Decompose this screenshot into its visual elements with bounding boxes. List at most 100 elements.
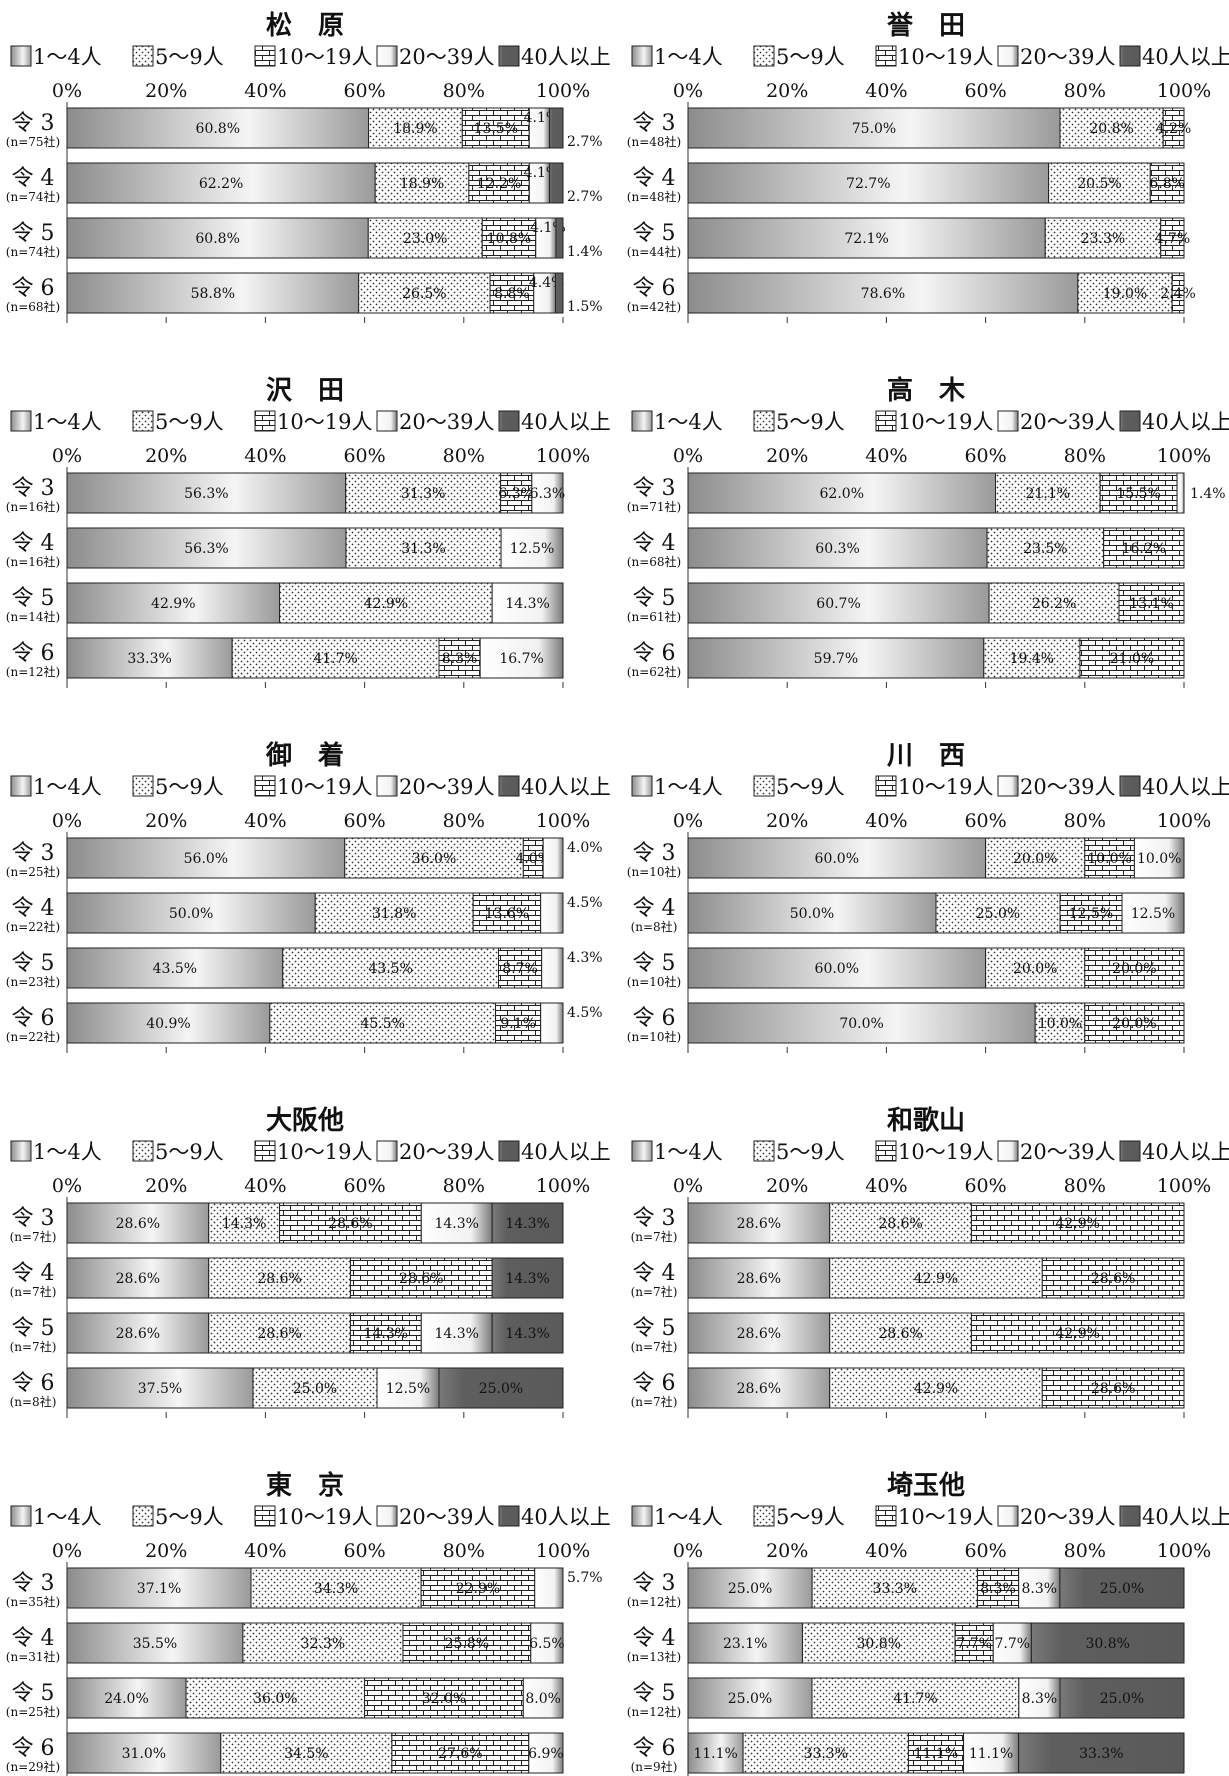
data-label: 26.5% <box>402 286 446 302</box>
legend-label: 20～39人 <box>399 775 494 799</box>
legend-label: 10～19人 <box>277 1505 372 1529</box>
legend-item: 40人以上 <box>1119 45 1229 69</box>
data-label: 19.4% <box>1010 651 1054 667</box>
chart-title: 沢 田 <box>266 376 344 406</box>
data-label: 8.3% <box>1022 1691 1058 1707</box>
axis-tick-label: 40% <box>244 1175 286 1197</box>
bar-row: 令 3(n=75社)60.8% 18.9% 13.5%4.1%2.7% <box>6 107 603 150</box>
category-n-label: (n=25社) <box>6 864 60 879</box>
bar-seg-5-9 <box>269 1002 497 1044</box>
category-label: 令 6 <box>12 641 55 666</box>
legend-label: 10～19人 <box>277 45 372 69</box>
category-label: 令 6 <box>633 1736 676 1761</box>
bar-row: 令 4(n=13社) 23.1% 30.8% 7.7% 7.7% 30.8% <box>627 1622 1185 1664</box>
category-label: 令 3 <box>633 476 676 501</box>
axis-tick-label: 20% <box>145 80 187 102</box>
legend-item: 5～9人 <box>132 45 224 69</box>
bar-seg-10-19 <box>1118 582 1185 624</box>
legend-swatch <box>498 775 520 797</box>
data-label: 62.2% <box>199 176 243 192</box>
axis-tick-label: 100% <box>1157 810 1211 832</box>
bar-seg-5-9 <box>252 1367 378 1409</box>
category-n-label: (n=23社) <box>6 974 60 989</box>
axis-tick-label: 60% <box>343 1540 385 1562</box>
bar-seg-5-9 <box>935 892 1061 934</box>
data-label: 33.3% <box>127 651 171 667</box>
chart-title: 埼玉他 <box>887 1471 965 1501</box>
legend-label: 5～9人 <box>155 1140 224 1164</box>
data-label: 23.3% <box>1081 231 1125 247</box>
data-label: 31.3% <box>401 541 445 557</box>
bar-seg-10-19 <box>1059 892 1123 934</box>
data-label: 23.1% <box>723 1636 767 1652</box>
bar-seg-20-39 <box>540 892 564 934</box>
bar-row: 令 5(n=7社) 28.6% 28.6% 42.9% <box>631 1312 1185 1354</box>
axis-tick-label: 60% <box>964 1540 1006 1562</box>
bar-seg-5-9 <box>367 217 483 259</box>
data-label: 41.7% <box>313 651 357 667</box>
legend-swatch <box>997 775 1019 797</box>
bar-row: 令 5(n=12社) 25.0% 41.7% 8.3% 25.0% <box>627 1677 1185 1719</box>
bar-row: 令 5(n=14社) 42.9% 42.9% 14.3% <box>6 582 564 624</box>
legend-swatch <box>376 410 398 432</box>
data-label: 8.3% <box>1021 1581 1057 1597</box>
legend-label: 1～4人 <box>33 1505 102 1529</box>
data-label: 14.3% <box>505 1326 549 1342</box>
legend-item: 20～39人 <box>997 45 1115 69</box>
category-n-label: (n=31社) <box>6 1649 60 1664</box>
axis-tick-label: 0% <box>52 810 82 832</box>
data-label: 18.9% <box>393 121 437 137</box>
data-label: 59.7% <box>814 651 858 667</box>
category-label: 令 4 <box>12 166 55 191</box>
bar-row: 令 3(n=35社) 37.1% 34.3% 22.9% 5.7% <box>6 1567 603 1609</box>
legend-swatch <box>10 45 32 67</box>
bar-seg-1-4 <box>66 107 370 149</box>
bar-seg-20-39 <box>528 1732 564 1774</box>
category-n-label: (n=74社) <box>6 189 60 204</box>
data-label: 78.6% <box>861 286 905 302</box>
data-label: 72.7% <box>846 176 890 192</box>
legend-swatch <box>498 45 520 67</box>
bar-row: 令 4(n=68社) 60.3% 23.5% 16.2% <box>627 527 1185 569</box>
bar-seg-10-19 <box>402 1622 532 1664</box>
data-label: 22.9% <box>456 1581 500 1597</box>
data-label: 6.5% <box>529 1636 565 1652</box>
data-label: 12.5% <box>1069 906 1113 922</box>
legend-swatch <box>10 1140 32 1162</box>
data-label: 28.6% <box>737 1326 781 1342</box>
bar-seg-5-9 <box>985 837 1086 879</box>
legend-label: 10～19人 <box>277 1140 372 1164</box>
chart-title: 東 京 <box>266 1470 344 1501</box>
bar-seg-10-19 <box>1171 272 1185 314</box>
data-label: 14.3% <box>434 1326 478 1342</box>
bar-seg-5-9 <box>344 837 524 879</box>
bar-seg-10-19 <box>364 1677 524 1719</box>
category-label: 令 5 <box>12 1316 55 1341</box>
bar-row: 令 6(n=68社)58.8% 26.5% 8.8%4.4%1.5% <box>6 272 603 315</box>
data-label: 45.5% <box>360 1016 404 1032</box>
bar-seg-10-19 <box>907 1732 965 1774</box>
legend-item: 40人以上 <box>498 1505 611 1529</box>
category-n-label: (n=61社) <box>627 609 681 624</box>
legend-label: 40人以上 <box>521 410 611 434</box>
bar-seg-10-19 <box>1160 217 1185 259</box>
bar-seg-1-4 <box>66 892 316 934</box>
axis-tick-label: 100% <box>1157 80 1211 102</box>
category-label: 令 6 <box>12 1736 55 1761</box>
data-label: 8.8% <box>494 286 530 302</box>
bar-seg-20-39 <box>540 1002 564 1044</box>
bar-seg-10-19 <box>970 1312 1185 1354</box>
chart-panel: 沢 田 1～4人 5～9人 10～19人 20～39人 40人以上 0% 20% 40% 60% 8… <box>6 376 611 688</box>
data-label: 28.6% <box>257 1326 301 1342</box>
data-label: 4.5% <box>567 1005 603 1021</box>
legend-swatch <box>254 1505 276 1527</box>
bar-seg-20-39 <box>491 582 564 624</box>
data-label: 50.0% <box>169 906 213 922</box>
data-label: 21.0% <box>1110 651 1154 667</box>
category-n-label: (n=25社) <box>6 1704 60 1719</box>
bar-seg-10-19 <box>349 1257 493 1299</box>
bar-seg-20-39 <box>992 1622 1032 1664</box>
legend-swatch <box>498 410 520 432</box>
legend-swatch <box>254 45 276 67</box>
bar-row: 令 3(n=25社) 56.0% 36.0% 4.0% 4.0% <box>6 837 603 879</box>
